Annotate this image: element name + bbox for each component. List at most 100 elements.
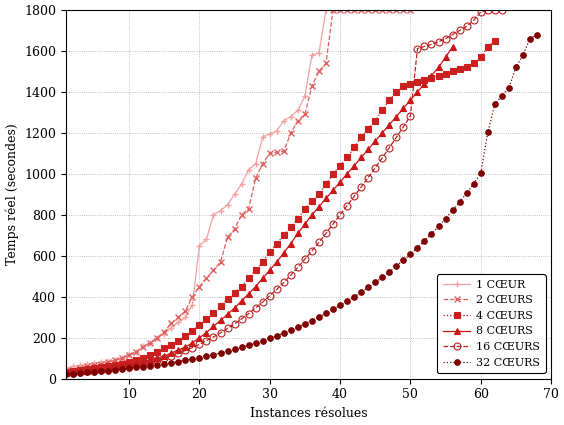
1 CŒUR <box>238 181 245 187</box>
2 CŒURS <box>280 149 287 154</box>
32 CŒURS <box>175 359 182 364</box>
1 CŒUR <box>217 208 224 213</box>
2 CŒURS <box>343 8 350 13</box>
1 CŒUR <box>118 356 125 361</box>
2 CŒURS <box>126 353 133 358</box>
2 CŒURS <box>407 8 414 13</box>
1 CŒUR <box>288 114 294 119</box>
2 CŒURS <box>154 335 161 340</box>
2 CŒURS <box>77 366 83 371</box>
32 CŒURS <box>168 360 175 366</box>
2 CŒURS <box>182 309 189 314</box>
2 CŒURS <box>266 151 273 156</box>
1 CŒUR <box>280 118 287 123</box>
2 CŒURS <box>91 363 98 368</box>
2 CŒURS <box>393 8 400 13</box>
1 CŒUR <box>140 343 147 348</box>
2 CŒURS <box>329 8 336 13</box>
2 CŒURS <box>217 259 224 264</box>
8 CŒURS <box>280 250 287 255</box>
16 CŒURS <box>63 371 69 376</box>
1 CŒUR <box>161 331 168 336</box>
2 CŒURS <box>309 83 315 88</box>
16 CŒURS <box>491 8 498 13</box>
4 CŒURS <box>98 365 104 370</box>
2 CŒURS <box>118 356 125 361</box>
2 CŒURS <box>83 364 90 369</box>
16 CŒURS <box>196 342 203 347</box>
4 CŒURS <box>491 38 498 43</box>
2 CŒURS <box>210 268 217 273</box>
2 CŒURS <box>104 360 111 365</box>
4 CŒURS <box>63 369 69 374</box>
1 CŒUR <box>104 359 111 364</box>
1 CŒUR <box>69 364 76 369</box>
2 CŒURS <box>259 161 266 166</box>
16 CŒURS <box>484 8 491 13</box>
4 CŒURS <box>435 73 442 78</box>
8 CŒURS <box>302 221 309 227</box>
2 CŒURS <box>245 206 252 211</box>
2 CŒURS <box>175 315 182 320</box>
4 CŒURS <box>323 181 329 187</box>
2 CŒURS <box>147 340 153 346</box>
2 CŒURS <box>189 294 196 299</box>
2 CŒURS <box>302 112 309 117</box>
1 CŒUR <box>168 325 175 330</box>
32 CŒURS <box>519 53 526 58</box>
2 CŒURS <box>372 8 378 13</box>
1 CŒUR <box>245 167 252 172</box>
1 CŒUR <box>196 243 203 248</box>
Line: 1 CŒUR: 1 CŒUR <box>62 6 337 372</box>
2 CŒURS <box>140 344 147 349</box>
2 CŒURS <box>98 362 104 367</box>
2 CŒURS <box>294 118 301 123</box>
4 CŒURS <box>175 338 182 343</box>
1 CŒUR <box>329 8 336 13</box>
1 CŒUR <box>182 315 189 320</box>
8 CŒURS <box>316 204 323 209</box>
16 CŒURS <box>499 8 505 13</box>
1 CŒUR <box>266 131 273 136</box>
16 CŒURS <box>365 175 372 180</box>
1 CŒUR <box>147 340 153 346</box>
Legend: 1 CŒUR, 2 CŒURS, 4 CŒURS, 8 CŒURS, 16 CŒURS, 32 CŒURS: 1 CŒUR, 2 CŒURS, 4 CŒURS, 8 CŒURS, 16 CŒ… <box>437 274 545 373</box>
1 CŒUR <box>112 358 118 363</box>
1 CŒUR <box>83 362 90 367</box>
1 CŒUR <box>224 202 231 207</box>
4 CŒURS <box>484 44 491 49</box>
2 CŒURS <box>379 8 386 13</box>
1 CŒUR <box>259 134 266 139</box>
Line: 2 CŒURS: 2 CŒURS <box>62 6 414 374</box>
2 CŒURS <box>63 368 69 373</box>
1 CŒUR <box>154 335 161 340</box>
1 CŒUR <box>252 161 259 166</box>
2 CŒURS <box>168 321 175 326</box>
Line: 32 CŒURS: 32 CŒURS <box>63 32 540 377</box>
X-axis label: Instances résolues: Instances résolues <box>250 407 367 420</box>
1 CŒUR <box>302 94 309 99</box>
2 CŒURS <box>161 329 168 334</box>
1 CŒUR <box>91 361 98 366</box>
8 CŒURS <box>358 155 364 160</box>
1 CŒUR <box>63 366 69 371</box>
8 CŒURS <box>449 44 456 49</box>
Line: 4 CŒURS: 4 CŒURS <box>63 38 497 374</box>
Line: 16 CŒURS: 16 CŒURS <box>62 6 505 377</box>
2 CŒURS <box>224 235 231 240</box>
2 CŒURS <box>133 349 139 354</box>
2 CŒURS <box>196 284 203 289</box>
8 CŒURS <box>69 369 76 374</box>
2 CŒURS <box>112 358 118 363</box>
2 CŒURS <box>288 130 294 136</box>
1 CŒUR <box>231 192 238 197</box>
16 CŒURS <box>182 348 189 353</box>
2 CŒURS <box>252 176 259 181</box>
1 CŒUR <box>316 51 323 56</box>
1 CŒUR <box>189 303 196 308</box>
1 CŒUR <box>175 320 182 325</box>
16 CŒURS <box>266 293 273 298</box>
1 CŒUR <box>98 360 104 365</box>
2 CŒURS <box>203 276 210 281</box>
2 CŒURS <box>238 212 245 218</box>
